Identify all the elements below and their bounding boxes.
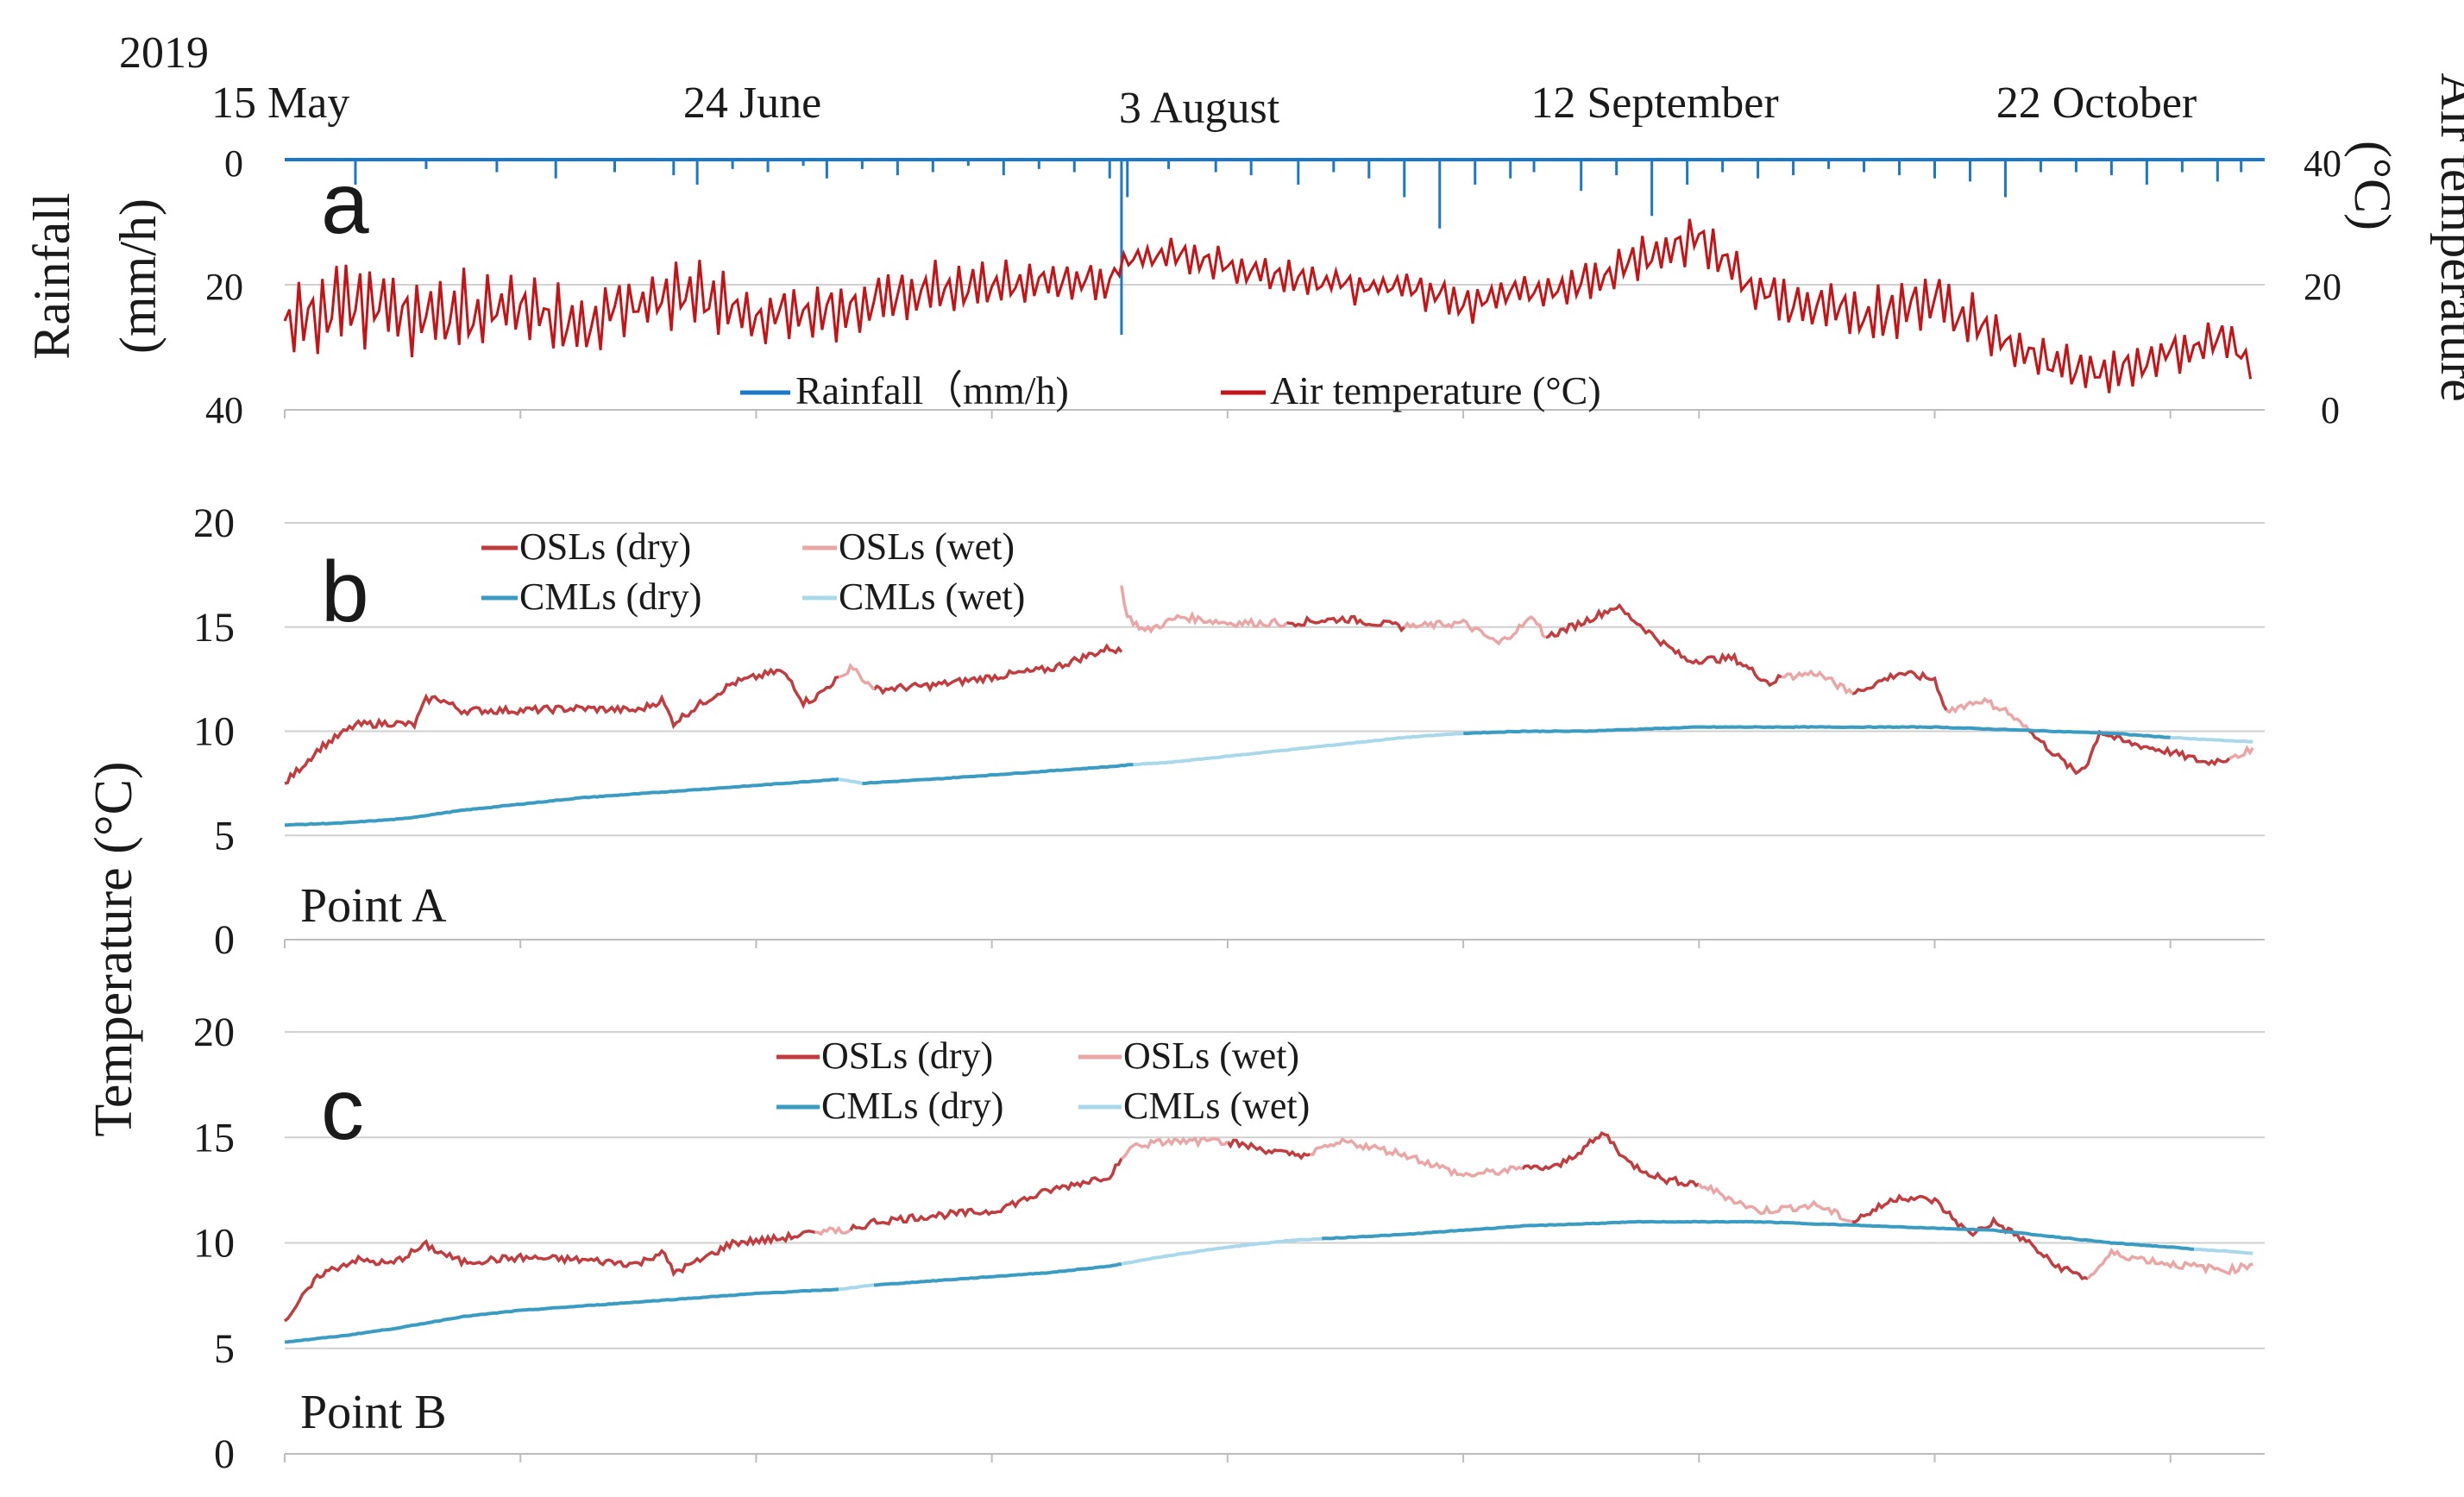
y-tick-b-15: 15 [193,605,235,651]
b-cml_dry-segment-0 [285,777,839,827]
air-tick-0: 0 [2321,389,2340,431]
b-osl_dry-segment-4 [1851,670,1948,712]
rainfall-axis-label-line2: (mm/h) [110,198,167,354]
c-osl_dry-segment-3 [1521,1130,1700,1188]
b-osl_dry-segment-0 [284,667,839,785]
panel-b-letter: b [321,544,369,640]
date-tick-0: 15 May [211,79,349,128]
temperature-axis-label: Temperature (°C) [85,761,143,1136]
y-tick-c-20: 20 [193,1010,235,1055]
rainfall-axis-label-line1: Rainfall [23,192,80,359]
b-osl_wet-segment-2 [1403,614,1547,646]
b-osl_dry-segment-3 [1545,603,1782,688]
panel-c-y-ticks: 0 5 10 15 20 [193,1010,235,1477]
b-cml_dry-segment-2 [1462,725,2171,739]
c-osl_dry-segment-0 [283,1230,816,1323]
b-osl_wet-segment-5 [2228,745,2254,760]
panel-b-gridlines [284,522,2265,948]
c-cml_wet-segment-0 [838,1283,875,1292]
rain-tick-0: 0 [224,142,243,185]
c-cml_dry-segment-0 [284,1287,839,1344]
b-osl_dry-segment-1 [872,643,1123,695]
panel-c-legend: OSLs (dry) OSLs (wet) CMLs (dry) CMLs (w… [776,1035,1310,1127]
c-osl_wet-segment-3 [1697,1182,1853,1223]
panel-c-point-label: Point B [300,1386,447,1439]
air-temperature-line [283,218,2253,393]
c-osl_wet-segment-4 [2086,1247,2253,1280]
y-tick-c-15: 15 [193,1115,235,1160]
date-tick-1: 24 June [683,79,821,128]
b-cml_dry-segment-1 [862,763,1134,786]
legend-b-osl-wet-label: OSLs (wet) [839,525,1015,568]
panel-c-letter: c [321,1061,364,1158]
y-tick-b-0: 0 [214,917,235,963]
panel-b-legend: OSLs (dry) OSLs (wet) CMLs (dry) CMLs (w… [481,525,1025,618]
rain-tick-20: 20 [205,266,243,308]
panel-a-series [283,158,2265,393]
b-cml_wet-segment-0 [838,777,863,785]
b-osl_wet-segment-3 [1781,669,1854,695]
c-cml_dry-segment-1 [874,1262,1122,1287]
b-osl_wet-segment-4 [1945,696,2031,733]
panel-a: a 0 20 40 40 20 0 Rainfall (mm/h) Air te… [23,72,2464,431]
panel-c-series [283,1130,2253,1344]
legend-b-cml-wet-label: CMLs (wet) [839,576,1025,618]
panel-c: c Point B 0 5 10 15 20 OSLs (dry) OSLs (wet)… [193,1010,2265,1477]
date-tick-3: 12 September [1531,79,1778,128]
c-cml_wet-segment-2 [2193,1247,2253,1255]
c-cml_wet-segment-1 [1121,1236,1323,1266]
y-tick-b-10: 10 [193,709,235,755]
panel-a-letter: a [321,155,369,252]
legend-b-cml-dry-label: CMLs (dry) [519,576,701,618]
date-tick-labels: 15 May 24 June 3 August 12 September 22 … [211,79,2197,133]
air-tick-20: 20 [2304,266,2341,308]
legend-rain-label: Rainfall（mm/h) [795,368,1069,412]
panel-b-series [284,585,2254,827]
c-osl_wet-segment-2 [1310,1136,1524,1178]
air-temp-axis-label-line2: (°C) [2344,141,2401,230]
year-label: 2019 [119,28,209,78]
y-tick-b-20: 20 [193,500,235,546]
legend-air-label: Air temperature (°C) [1270,368,1601,412]
panel-b: b Point A 0 5 10 15 20 OSLs (dry) OSLs (wet)… [193,500,2265,963]
y-tick-b-5: 5 [214,813,235,859]
c-osl_dry-segment-2 [1226,1138,1311,1160]
legend-c-cml-dry-label: CMLs (dry) [821,1085,1003,1127]
c-cml_dry-segment-2 [1321,1219,2195,1251]
air-temp-axis-label-line1: Air temperature [2430,72,2464,401]
b-cml_wet-segment-1 [1133,731,1464,767]
legend-c-cml-wet-label: CMLs (wet) [1123,1085,1310,1127]
rain-tick-40: 40 [205,389,243,431]
b-osl_dry-segment-5 [2028,729,2231,776]
c-osl_dry-segment-1 [849,1157,1123,1231]
c-osl_wet-segment-0 [814,1225,852,1236]
b-osl_dry-segment-2 [1286,614,1406,633]
date-tick-4: 22 October [1996,79,2197,128]
air-tick-40: 40 [2304,142,2341,185]
y-tick-c-5: 5 [214,1326,235,1372]
y-tick-c-10: 10 [193,1221,235,1267]
panel-b-y-ticks: 0 5 10 15 20 [193,500,235,963]
panel-a-legend: Rainfall（mm/h) Air temperature (°C) [740,368,1601,412]
c-osl_dry-segment-4 [1851,1193,2089,1280]
legend-c-osl-dry-label: OSLs (dry) [821,1035,993,1077]
b-osl_wet-segment-0 [838,663,876,691]
date-tick-2: 3 August [1119,84,1280,133]
y-tick-c-0: 0 [214,1431,235,1477]
panel-b-point-label: Point A [300,879,447,933]
legend-b-osl-dry-label: OSLs (dry) [519,525,691,568]
b-osl_wet-segment-1 [1120,585,1288,634]
legend-c-osl-wet-label: OSLs (wet) [1123,1035,1299,1077]
c-osl_wet-segment-1 [1120,1136,1229,1160]
b-cml_wet-segment-2 [2170,735,2253,744]
